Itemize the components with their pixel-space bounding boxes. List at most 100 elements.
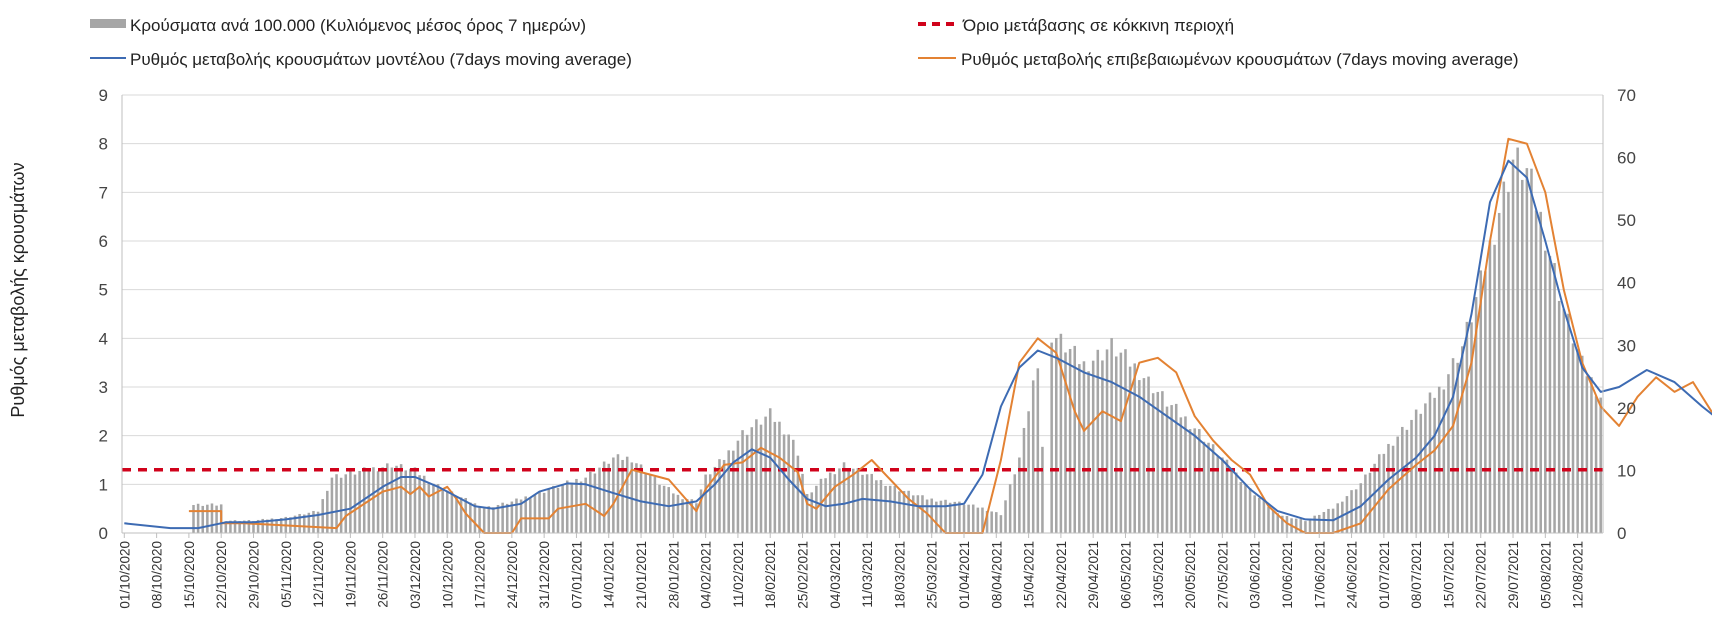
bar — [275, 519, 278, 533]
bar — [196, 503, 200, 533]
bar — [1082, 361, 1086, 533]
bar — [247, 520, 251, 533]
bar — [602, 461, 606, 533]
bar — [1497, 212, 1501, 534]
bar — [1013, 474, 1017, 533]
bar — [386, 463, 389, 533]
bar — [884, 485, 887, 533]
bar — [1391, 445, 1395, 533]
x-tick-label: 19/11/2020 — [343, 541, 358, 608]
bar — [672, 493, 675, 533]
bar — [847, 469, 850, 533]
x-tick-label: 25/02/2021 — [796, 541, 811, 609]
x-tick-label: 17/06/2021 — [1312, 541, 1327, 609]
bar — [418, 475, 421, 533]
x-tick-label: 26/11/2020 — [376, 541, 391, 608]
bar — [1124, 349, 1127, 533]
bar — [1142, 378, 1146, 533]
bar — [1170, 405, 1173, 533]
confirmed-rate-line — [188, 137, 1712, 534]
x-tick-label: 05/11/2020 — [279, 541, 294, 608]
bar — [935, 501, 938, 533]
bar — [1027, 411, 1030, 533]
y-left-tick-label: 4 — [99, 329, 108, 348]
bar — [1068, 348, 1072, 533]
bar — [635, 463, 638, 533]
legend-bars-swatch — [90, 19, 126, 28]
x-tick-label: 08/10/2020 — [150, 541, 165, 609]
axes: 0 1 2 3 4 5 6 7 8 9 0 10 20 30 40 50 60 70 01/10/2020 08/10… — [99, 86, 1636, 609]
bar — [395, 465, 398, 533]
bar — [1442, 389, 1446, 533]
bar — [1174, 403, 1178, 533]
x-tick-label: 20/05/2021 — [1183, 541, 1198, 609]
bar — [1410, 419, 1413, 533]
bar — [732, 450, 735, 533]
y-right-tick-label: 10 — [1617, 461, 1636, 480]
bar — [976, 507, 980, 533]
bar — [782, 434, 786, 533]
y-right-tick-label: 50 — [1617, 211, 1636, 230]
bar — [307, 512, 311, 533]
y-left-tick-label: 3 — [99, 378, 108, 397]
y-left-tick-label: 0 — [99, 524, 108, 543]
bar — [482, 508, 486, 533]
bar — [930, 498, 933, 533]
bar — [455, 496, 458, 533]
bar — [1004, 500, 1007, 533]
bar — [473, 503, 477, 533]
lines-layer — [122, 137, 1712, 534]
bar — [1544, 250, 1547, 533]
bar — [459, 497, 463, 533]
bar — [1110, 338, 1113, 533]
bar — [667, 487, 670, 533]
bar — [381, 467, 384, 533]
bar — [524, 496, 527, 533]
x-tick-label: 12/11/2020 — [311, 541, 326, 608]
x-tick-label: 15/07/2021 — [1441, 541, 1456, 609]
bar — [838, 468, 841, 533]
bar — [971, 504, 975, 533]
bar — [1516, 147, 1519, 534]
x-tick-label: 04/02/2021 — [699, 541, 714, 609]
bar — [1114, 356, 1118, 533]
bar — [390, 467, 394, 533]
legend-threshold-label: Όριο μετάβασης σε κόκκινη περιοχή — [962, 16, 1234, 35]
legend-bars-label: Κρούσματα ανά 100.000 (Κυλιόμενος μέσος … — [130, 16, 586, 35]
y-left-tick-label: 8 — [99, 135, 108, 154]
bar — [1119, 352, 1123, 533]
bar — [1087, 371, 1090, 533]
x-tick-label: 17/12/2020 — [473, 541, 488, 609]
x-tick-label: 08/04/2021 — [989, 541, 1004, 609]
bar — [1211, 444, 1215, 533]
bar — [1317, 514, 1321, 533]
bar — [1248, 488, 1252, 533]
bar — [1428, 392, 1432, 533]
bar — [1294, 518, 1298, 533]
x-tick-label: 22/10/2020 — [214, 541, 229, 609]
bar — [745, 434, 749, 533]
bar — [759, 424, 763, 533]
bar — [1105, 349, 1109, 533]
bar — [842, 462, 846, 533]
legend-model-label: Ρυθμός μεταβολής κρουσμάτων μοντέλου (7d… — [130, 50, 632, 69]
bar — [1414, 409, 1418, 533]
bar — [344, 474, 348, 533]
bar — [925, 499, 929, 533]
bar — [921, 495, 924, 533]
bar — [487, 506, 491, 533]
bar — [736, 440, 740, 533]
bar — [1304, 521, 1307, 533]
bar — [515, 498, 518, 533]
x-tick-label: 22/07/2021 — [1474, 541, 1489, 609]
bar — [967, 504, 970, 533]
y-left-tick-label: 1 — [99, 475, 108, 494]
bar — [1539, 211, 1542, 533]
bar — [1221, 457, 1224, 533]
bar — [436, 484, 440, 533]
bar — [939, 500, 943, 533]
bar — [584, 477, 587, 533]
bar — [1244, 484, 1247, 533]
bar — [695, 503, 698, 533]
